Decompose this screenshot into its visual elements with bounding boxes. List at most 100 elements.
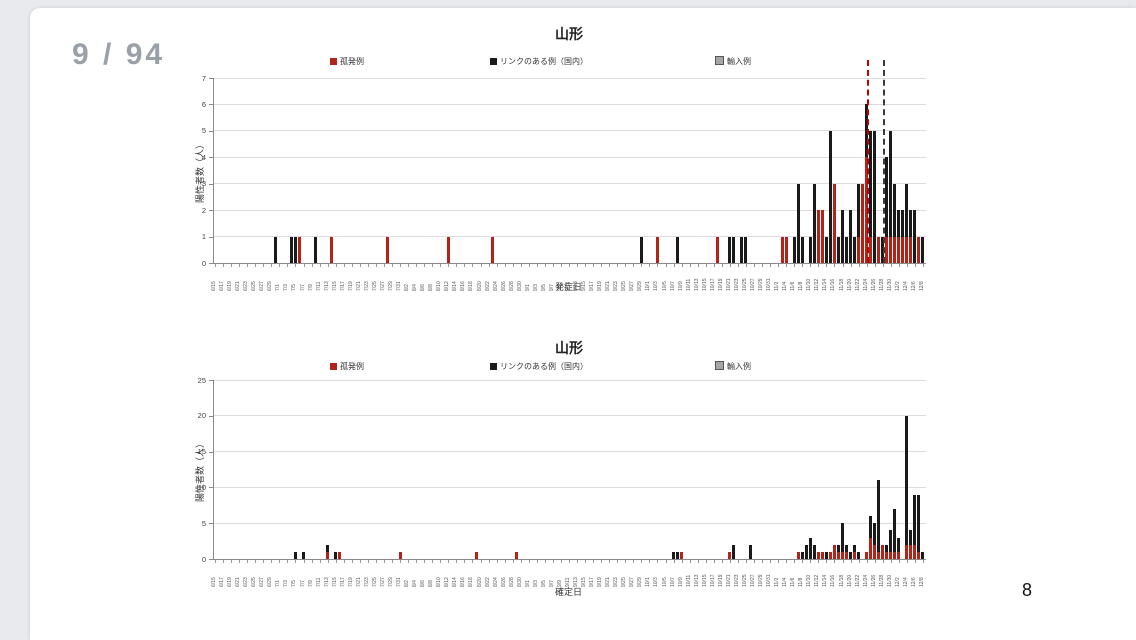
x-axis-tick bbox=[239, 264, 241, 267]
x-axis-tick-label: 8/2 bbox=[404, 284, 411, 291]
bar-segment-linked bbox=[732, 544, 736, 559]
dashed-red-reference-line bbox=[866, 60, 869, 263]
x-axis-tick bbox=[247, 264, 249, 267]
bar-segment-sporadic bbox=[728, 551, 732, 559]
bar-segment-linked bbox=[841, 210, 845, 263]
x-axis-tick-label: 6/21 bbox=[235, 281, 242, 291]
x-axis-tick-label: 11/16 bbox=[830, 574, 837, 587]
bar-segment-sporadic bbox=[917, 551, 921, 559]
bar-segment-sporadic bbox=[889, 551, 893, 559]
x-axis-tick-label: 10/13 bbox=[693, 278, 700, 291]
x-axis-tick bbox=[625, 264, 627, 267]
y-axis-tick-label: 25 bbox=[197, 375, 206, 385]
bar-segment-sporadic bbox=[832, 183, 836, 263]
bar-segment-linked bbox=[909, 530, 913, 545]
x-axis-tick bbox=[641, 264, 643, 267]
x-axis-tick bbox=[850, 560, 852, 563]
x-axis-tick-label: 7/27 bbox=[379, 577, 386, 587]
x-axis-tick bbox=[713, 264, 715, 267]
gridline bbox=[214, 156, 926, 158]
x-axis-tick bbox=[440, 264, 442, 267]
x-axis-tick-label: 10/17 bbox=[709, 574, 716, 587]
x-axis-tick-label: 7/31 bbox=[396, 577, 403, 587]
bar-segment-sporadic bbox=[326, 551, 330, 559]
x-axis-tick-label: 10/5 bbox=[661, 577, 668, 587]
x-axis-tick bbox=[778, 264, 780, 267]
x-axis-tick bbox=[617, 560, 619, 563]
x-axis-tick bbox=[842, 264, 844, 267]
x-axis-tick bbox=[295, 560, 297, 563]
x-axis-tick-label: 10/7 bbox=[669, 281, 676, 291]
x-axis-tick-label: 12/2 bbox=[894, 577, 901, 587]
x-axis-tick bbox=[408, 264, 410, 267]
y-axis-tick bbox=[209, 236, 213, 238]
x-axis-tick-label: 11/6 bbox=[790, 577, 797, 587]
x-axis-tick-label: 6/19 bbox=[227, 281, 234, 291]
x-axis-tick-label: 9/19 bbox=[597, 281, 604, 291]
bar-segment-linked bbox=[334, 551, 338, 559]
x-axis-tick bbox=[786, 560, 788, 563]
gridline bbox=[214, 451, 926, 453]
x-axis-tick-label: 11/18 bbox=[838, 278, 845, 291]
y-axis-tick bbox=[209, 210, 213, 212]
gridline bbox=[214, 77, 926, 79]
x-axis-tick-label: 6/15 bbox=[211, 577, 217, 587]
x-axis-tick-label: 11/8 bbox=[798, 281, 805, 291]
chart-title: 山形 bbox=[555, 26, 583, 42]
bar-segment-linked bbox=[909, 210, 913, 237]
sporadic-swatch-icon bbox=[330, 58, 337, 65]
y-axis-tick bbox=[209, 130, 213, 132]
x-axis-tick-label: 9/21 bbox=[605, 281, 612, 291]
x-axis-tick bbox=[794, 560, 796, 563]
x-axis-tick-label: 7/13 bbox=[323, 577, 330, 587]
x-axis-tick-label: 11/12 bbox=[814, 574, 821, 587]
x-axis-tick bbox=[697, 560, 699, 563]
x-axis-tick bbox=[520, 560, 522, 563]
legend-item: 孤発例 bbox=[330, 56, 364, 67]
x-axis-tick-label: 11/28 bbox=[878, 278, 885, 291]
legend-item: 輸入例 bbox=[715, 56, 751, 67]
x-axis-tick-label: 8/16 bbox=[460, 577, 467, 587]
x-axis-tick-label: 10/27 bbox=[750, 278, 757, 291]
gridline bbox=[214, 130, 926, 132]
x-axis-tick bbox=[649, 264, 651, 267]
x-axis-tick-label: 7/31 bbox=[396, 281, 403, 291]
x-axis-tick bbox=[303, 560, 305, 563]
x-axis-tick-label: 8/18 bbox=[468, 577, 475, 587]
bar-segment-linked bbox=[869, 130, 873, 237]
x-axis-tick-label: 11/26 bbox=[870, 574, 877, 587]
bar-segment-linked bbox=[740, 236, 744, 263]
x-axis-tick bbox=[625, 560, 627, 563]
x-axis-tick bbox=[762, 264, 764, 267]
bar-segment-sporadic bbox=[837, 551, 840, 559]
x-axis-tick bbox=[351, 560, 353, 563]
x-axis-tick bbox=[231, 264, 233, 267]
x-axis-tick-label: 11/14 bbox=[822, 278, 829, 291]
y-axis-tick-label: 0 bbox=[201, 258, 206, 268]
x-axis-tick-label: 7/9 bbox=[307, 580, 314, 587]
x-axis-tick-label: 10/19 bbox=[717, 574, 724, 587]
x-axis-tick-label: 12/8 bbox=[918, 577, 925, 587]
x-axis-tick-label: 10/25 bbox=[741, 278, 748, 291]
x-axis-tick bbox=[255, 264, 257, 267]
bar-segment-sporadic bbox=[297, 236, 301, 263]
legend-item: 孤発例 bbox=[330, 361, 364, 372]
x-axis-tick bbox=[697, 264, 699, 267]
bar-segment-sporadic bbox=[861, 183, 865, 263]
x-axis-tick-label: 11/22 bbox=[854, 574, 861, 587]
x-axis-tick-label: 7/5 bbox=[291, 580, 298, 587]
x-axis-tick bbox=[874, 264, 876, 267]
x-axis-tick bbox=[528, 560, 530, 563]
x-axis-tick-label: 8/26 bbox=[500, 577, 507, 587]
bar-segment-linked bbox=[913, 494, 917, 545]
x-axis-tick bbox=[295, 264, 297, 267]
x-axis-tick bbox=[737, 264, 739, 267]
x-axis-tick bbox=[922, 560, 924, 563]
bar-segment-sporadic bbox=[873, 544, 877, 559]
x-axis-tick-label: 8/14 bbox=[452, 281, 459, 291]
sporadic-swatch-icon bbox=[330, 363, 337, 370]
x-axis-tick bbox=[617, 264, 619, 267]
x-axis-tick bbox=[729, 560, 731, 563]
x-axis-tick bbox=[383, 264, 385, 267]
x-axis-tick-label: 8/22 bbox=[484, 281, 491, 291]
